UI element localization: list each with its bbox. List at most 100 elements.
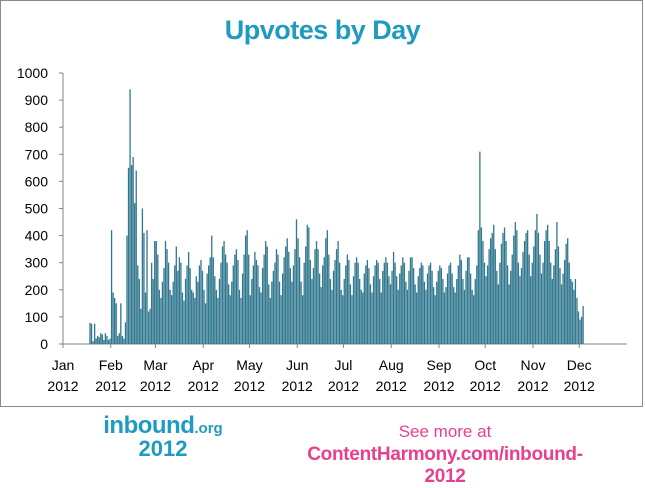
bar bbox=[346, 254, 349, 344]
bar bbox=[241, 273, 244, 344]
bar bbox=[355, 257, 358, 344]
bar bbox=[320, 287, 322, 344]
bar bbox=[303, 262, 305, 344]
y-tick-label: 500 bbox=[25, 201, 49, 217]
bar bbox=[473, 295, 475, 344]
bar bbox=[402, 257, 404, 344]
bar bbox=[97, 335, 99, 344]
bar bbox=[129, 89, 131, 344]
y-tick-label: 700 bbox=[25, 146, 49, 162]
bar bbox=[505, 241, 507, 344]
y-tick-label: 100 bbox=[25, 309, 49, 325]
bar bbox=[331, 289, 333, 344]
bar bbox=[500, 243, 503, 344]
bar bbox=[399, 273, 401, 344]
bar bbox=[112, 292, 114, 344]
bar bbox=[342, 295, 344, 344]
bar bbox=[174, 265, 176, 344]
bar bbox=[338, 262, 341, 344]
bar bbox=[420, 262, 422, 344]
x-tick-label-year: 2012 bbox=[376, 378, 407, 394]
bar bbox=[137, 265, 139, 344]
bar bbox=[288, 251, 290, 344]
bar bbox=[278, 281, 281, 344]
bar bbox=[374, 265, 376, 344]
bar bbox=[238, 289, 241, 344]
bar bbox=[550, 262, 552, 344]
bar bbox=[197, 281, 199, 344]
y-tick-label: 600 bbox=[25, 173, 49, 189]
bar bbox=[298, 257, 301, 344]
bar bbox=[359, 278, 361, 344]
bar bbox=[391, 270, 393, 344]
bar bbox=[522, 251, 524, 344]
bar bbox=[334, 259, 336, 344]
bar bbox=[577, 311, 580, 344]
bar bbox=[412, 268, 415, 344]
bar bbox=[332, 270, 335, 344]
bar bbox=[434, 295, 436, 344]
bar bbox=[258, 287, 261, 344]
bar bbox=[272, 270, 275, 344]
bar bbox=[92, 341, 94, 344]
bar bbox=[103, 339, 105, 344]
bar bbox=[118, 333, 120, 344]
bar bbox=[380, 292, 382, 344]
bar bbox=[502, 232, 504, 344]
bar bbox=[567, 238, 569, 344]
bar bbox=[198, 265, 201, 344]
bar bbox=[177, 270, 179, 344]
x-tick-label-year: 2012 bbox=[282, 378, 313, 394]
bar bbox=[218, 278, 221, 344]
bar bbox=[269, 297, 271, 344]
bar bbox=[251, 278, 253, 344]
bar bbox=[360, 289, 362, 344]
y-tick-labels: 0 100 200 300 400 500 600 700 800 900 1000 bbox=[17, 65, 48, 352]
bar bbox=[568, 262, 570, 344]
x-tick-label-year: 2012 bbox=[470, 378, 501, 394]
bar bbox=[563, 259, 566, 344]
bar bbox=[120, 303, 122, 344]
bar bbox=[98, 337, 100, 344]
bar bbox=[417, 276, 419, 344]
bar bbox=[343, 278, 345, 344]
bar bbox=[160, 297, 162, 344]
bar bbox=[248, 254, 250, 344]
bar bbox=[503, 227, 506, 344]
bar bbox=[443, 292, 446, 344]
bar bbox=[235, 249, 238, 344]
bar bbox=[554, 249, 557, 344]
promo-text: See more at bbox=[398, 422, 492, 441]
bar bbox=[154, 241, 156, 344]
bar bbox=[318, 273, 321, 344]
bar bbox=[539, 254, 541, 344]
bar bbox=[254, 251, 256, 344]
bar bbox=[540, 273, 543, 344]
bar bbox=[429, 262, 432, 344]
bar bbox=[231, 281, 233, 344]
bar bbox=[582, 306, 584, 344]
bar bbox=[574, 278, 577, 344]
bar bbox=[107, 339, 110, 344]
bar bbox=[419, 268, 421, 344]
bar bbox=[448, 265, 450, 344]
y-tick-label: 200 bbox=[25, 282, 49, 298]
bar bbox=[171, 295, 173, 344]
bar bbox=[531, 262, 533, 344]
promo-link[interactable]: ContentHarmony.com/inbound-2012 bbox=[307, 444, 583, 487]
bar bbox=[439, 265, 441, 344]
bar bbox=[106, 335, 108, 344]
bar bbox=[234, 254, 236, 344]
bar bbox=[497, 284, 500, 344]
bar bbox=[167, 262, 170, 344]
bar bbox=[382, 270, 384, 344]
bar bbox=[214, 276, 216, 344]
bar bbox=[432, 287, 435, 344]
bar bbox=[246, 230, 248, 344]
x-tick-labels: Jan 2012 Feb 2012 Mar 2012 Apr 2012 May 2012 Jun 20… bbox=[47, 357, 595, 394]
bar bbox=[322, 265, 324, 344]
bar bbox=[144, 292, 147, 344]
bar-series bbox=[89, 89, 584, 344]
bar bbox=[134, 203, 136, 344]
bar bbox=[474, 278, 476, 344]
